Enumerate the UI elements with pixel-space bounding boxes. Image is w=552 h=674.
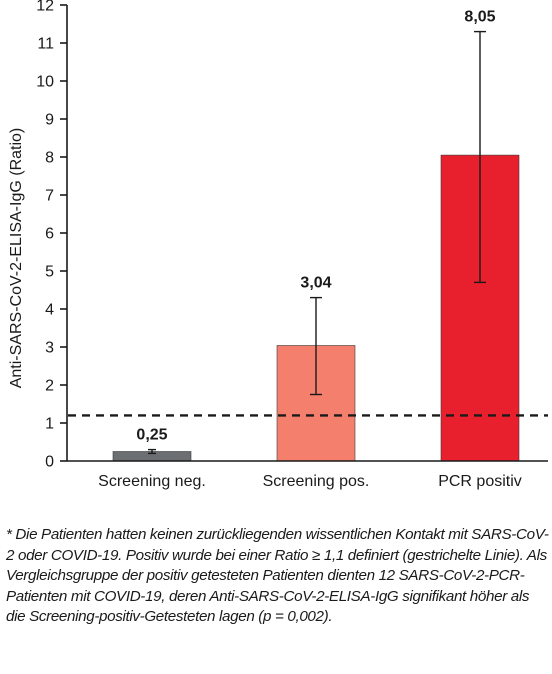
value-label: 0,25 xyxy=(136,427,167,444)
x-tick-label: Screening neg. xyxy=(98,473,206,490)
footnote: * Die Patienten hatten keinen zurücklieg… xyxy=(6,526,549,626)
y-tick-label: 1 xyxy=(45,416,54,433)
y-tick-label: 4 xyxy=(45,302,54,319)
x-tick-labels: Screening neg. Screening pos. PCR positiv xyxy=(98,473,522,490)
error-bars xyxy=(148,30,486,455)
value-label: 3,04 xyxy=(300,275,331,292)
bar-chart: Anti-SARS-CoV-2-ELISA-IgG (Ratio) 012345… xyxy=(8,0,548,490)
y-tick-label: 8 xyxy=(45,150,54,167)
y-tick-label: 9 xyxy=(45,112,54,129)
value-labels: 0,25 3,04 8,05 xyxy=(136,9,495,444)
y-tick-label: 12 xyxy=(36,0,54,15)
y-tick-label: 2 xyxy=(45,378,54,395)
bars xyxy=(112,154,520,462)
y-tick-label: 11 xyxy=(37,36,54,53)
x-tick-label: PCR positiv xyxy=(438,473,522,490)
y-axis-label: Anti-SARS-CoV-2-ELISA-IgG (Ratio) xyxy=(8,128,25,389)
y-tick-label: 5 xyxy=(45,264,54,281)
value-label: 8,05 xyxy=(464,9,495,26)
y-tick-label: 10 xyxy=(36,74,54,91)
bar xyxy=(276,345,356,462)
y-tick-label: 3 xyxy=(45,340,54,357)
y-tick-label: 7 xyxy=(45,188,54,205)
y-tick-label: 6 xyxy=(45,226,54,243)
y-tick-label: 0 xyxy=(45,454,54,471)
x-tick-label: Screening pos. xyxy=(263,473,370,490)
y-axis xyxy=(60,4,548,462)
